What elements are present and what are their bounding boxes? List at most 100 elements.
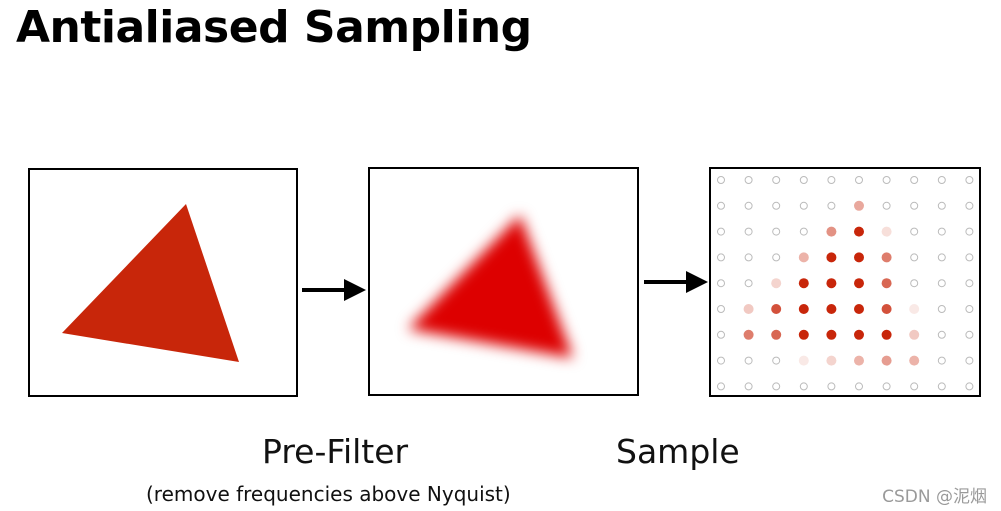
- empty-sample-dot: [937, 330, 946, 339]
- empty-sample-dot: [965, 279, 974, 288]
- filled-sample-dot: [909, 329, 920, 340]
- empty-sample-dot: [772, 227, 781, 236]
- empty-sample-dot: [937, 305, 946, 313]
- sharp-triangle: [62, 204, 239, 362]
- empty-sample-dot: [910, 279, 919, 288]
- empty-sample-dot: [965, 253, 974, 262]
- empty-sample-dot: [744, 201, 753, 210]
- filled-sample-dot: [771, 278, 782, 289]
- empty-sample-dot: [882, 176, 891, 184]
- filled-sample-dot: [798, 329, 809, 340]
- empty-sample-dot: [717, 279, 725, 288]
- right-arrow-icon: [644, 271, 708, 293]
- filled-sample-dot: [826, 252, 837, 263]
- empty-sample-dot: [744, 253, 753, 262]
- filled-sample-dot: [854, 304, 864, 314]
- filled-sample-dot: [743, 304, 754, 314]
- empty-sample-dot: [965, 330, 974, 339]
- empty-sample-dot: [937, 227, 946, 236]
- empty-sample-dot: [882, 382, 891, 391]
- empty-sample-dot: [772, 382, 781, 391]
- empty-sample-dot: [965, 176, 974, 184]
- filled-sample-dot: [854, 226, 864, 237]
- filled-sample-dot: [798, 304, 809, 314]
- empty-sample-dot: [717, 176, 725, 184]
- filled-sample-dot: [826, 329, 837, 340]
- empty-sample-dot: [717, 330, 725, 339]
- filled-sample-dot: [854, 200, 864, 211]
- empty-sample-dot: [937, 201, 946, 210]
- empty-sample-dot: [772, 253, 781, 262]
- empty-sample-dot: [965, 305, 974, 313]
- empty-sample-dot: [937, 253, 946, 262]
- empty-sample-dot: [827, 382, 836, 391]
- empty-sample-dot: [717, 253, 725, 262]
- empty-sample-dot: [717, 305, 725, 313]
- filled-sample-dot: [881, 304, 892, 314]
- prefilter-label: Pre-Filter: [262, 432, 409, 471]
- filled-sample-dot: [881, 355, 892, 366]
- empty-sample-dot: [799, 176, 808, 184]
- empty-sample-dot: [799, 201, 808, 210]
- filled-sample-dot: [798, 355, 809, 366]
- empty-sample-dot: [744, 382, 753, 391]
- empty-sample-dot: [910, 382, 919, 391]
- empty-sample-dot: [965, 227, 974, 236]
- empty-sample-dot: [937, 176, 946, 184]
- filled-sample-dot: [854, 252, 864, 263]
- sample-grid: [717, 176, 974, 391]
- filled-sample-dot: [881, 278, 892, 289]
- filled-sample-dot: [771, 304, 782, 314]
- filled-sample-dot: [854, 329, 864, 340]
- filled-sample-dot: [881, 252, 892, 263]
- empty-sample-dot: [827, 201, 836, 210]
- empty-sample-dot: [744, 356, 753, 365]
- empty-sample-dot: [827, 176, 836, 184]
- filled-sample-dot: [826, 226, 837, 237]
- filled-sample-dot: [854, 278, 864, 289]
- watermark: CSDN @泥烟: [882, 487, 987, 507]
- filled-sample-dot: [909, 304, 920, 314]
- slide-title: Antialiased Sampling: [16, 2, 532, 53]
- filled-sample-dot: [826, 278, 837, 289]
- prefilter-note: (remove frequencies above Nyquist): [146, 482, 511, 506]
- filled-sample-dot: [826, 304, 837, 314]
- empty-sample-dot: [910, 227, 919, 236]
- empty-sample-dot: [855, 176, 863, 184]
- empty-sample-dot: [744, 176, 753, 184]
- filled-sample-dot: [909, 355, 920, 366]
- empty-sample-dot: [937, 382, 946, 391]
- empty-sample-dot: [799, 382, 808, 391]
- empty-sample-dot: [717, 356, 725, 365]
- sampled-grid-panel: [709, 167, 981, 397]
- filled-sample-dot: [854, 355, 864, 366]
- filled-sample-dot: [771, 329, 782, 340]
- sample-label: Sample: [616, 432, 740, 471]
- empty-sample-dot: [772, 176, 781, 184]
- empty-sample-dot: [910, 253, 919, 262]
- empty-sample-dot: [717, 382, 725, 391]
- empty-sample-dot: [744, 227, 753, 236]
- filled-sample-dot: [798, 278, 809, 289]
- empty-sample-dot: [937, 356, 946, 365]
- empty-sample-dot: [910, 201, 919, 210]
- empty-sample-dot: [717, 227, 725, 236]
- filled-sample-dot: [826, 355, 837, 366]
- prefiltered-triangle-panel: [368, 167, 639, 396]
- filled-sample-dot: [881, 226, 892, 237]
- empty-sample-dot: [910, 176, 919, 184]
- empty-sample-dot: [965, 201, 974, 210]
- empty-sample-dot: [937, 279, 946, 288]
- empty-sample-dot: [772, 201, 781, 210]
- triangle-figure: [62, 204, 239, 362]
- filled-sample-dot: [743, 329, 754, 340]
- filled-sample-dot: [881, 329, 892, 340]
- right-arrow-icon: [302, 279, 366, 301]
- empty-sample-dot: [965, 382, 974, 391]
- empty-sample-dot: [855, 382, 863, 391]
- blurred-triangle: [408, 215, 573, 358]
- filled-sample-dot: [798, 252, 809, 263]
- empty-sample-dot: [717, 201, 725, 210]
- empty-sample-dot: [882, 201, 891, 210]
- empty-sample-dot: [965, 356, 974, 365]
